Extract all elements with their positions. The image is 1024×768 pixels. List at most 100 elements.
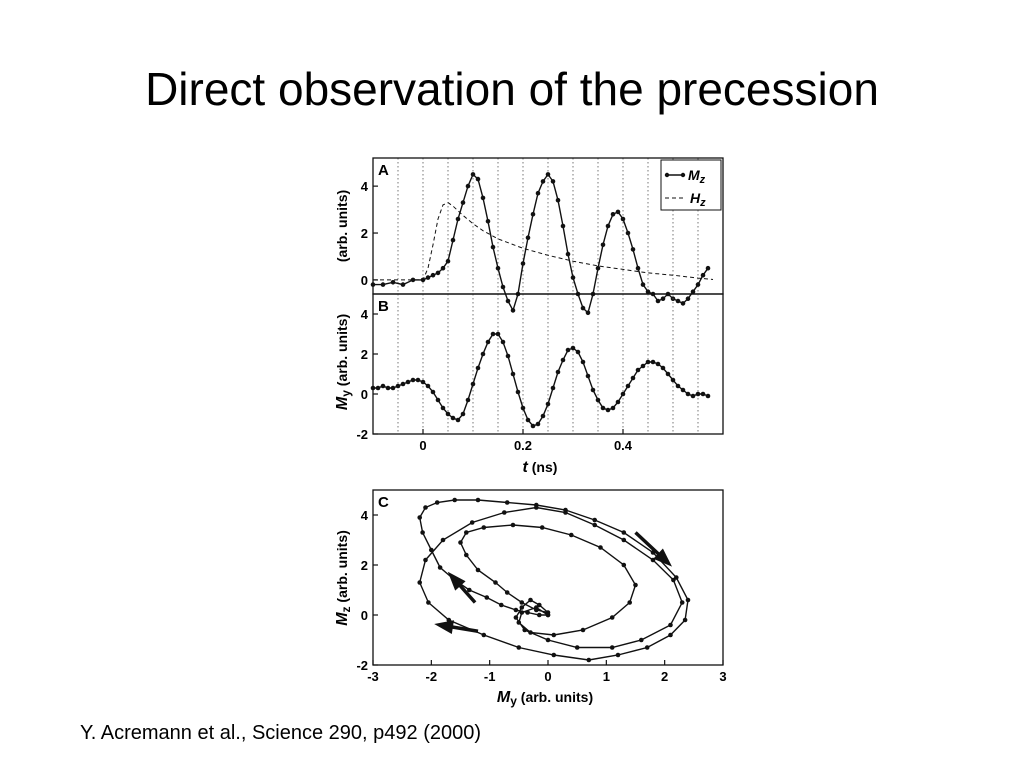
data-point xyxy=(570,345,576,351)
data-point xyxy=(423,557,428,563)
data-point xyxy=(495,331,501,337)
data-point xyxy=(592,522,597,528)
x-tick-label: 3 xyxy=(719,669,726,684)
data-point xyxy=(423,505,428,510)
data-point xyxy=(665,371,671,377)
data-point xyxy=(660,296,666,302)
data-point xyxy=(513,615,519,620)
data-point xyxy=(480,195,486,201)
y-tick-label: 2 xyxy=(361,558,368,573)
data-point xyxy=(680,301,686,306)
direction-arrow-head xyxy=(653,548,672,567)
data-point xyxy=(516,645,522,650)
data-point xyxy=(585,373,591,379)
data-point xyxy=(675,298,681,304)
data-point xyxy=(385,385,391,391)
data-point xyxy=(400,282,406,287)
data-point xyxy=(620,216,626,222)
data-point xyxy=(590,387,596,393)
data-point xyxy=(525,417,531,423)
data-point xyxy=(595,397,601,403)
data-point xyxy=(499,602,504,608)
data-point xyxy=(505,353,511,359)
data-point xyxy=(520,261,526,266)
data-point xyxy=(539,525,545,530)
data-point xyxy=(685,296,691,302)
y-tick-label: -2 xyxy=(356,658,368,673)
data-point xyxy=(685,597,691,603)
data-point xyxy=(430,389,436,395)
data-point xyxy=(551,632,557,638)
data-point xyxy=(465,397,471,403)
data-point xyxy=(534,605,539,610)
data-point xyxy=(685,391,691,397)
data-point xyxy=(600,242,606,248)
data-point xyxy=(615,209,621,215)
data-point xyxy=(621,537,627,543)
data-point xyxy=(380,282,386,287)
data-point xyxy=(490,331,496,337)
data-point xyxy=(435,270,441,276)
data-point xyxy=(429,547,434,553)
data-point xyxy=(530,423,536,429)
data-point xyxy=(609,615,615,620)
data-point xyxy=(417,580,423,585)
data-point xyxy=(537,612,542,618)
data-point xyxy=(519,610,525,615)
data-point xyxy=(530,212,536,217)
data-point xyxy=(540,179,546,184)
data-point xyxy=(464,530,469,535)
direction-arrow-head xyxy=(447,571,466,591)
data-point xyxy=(569,532,574,538)
data-point xyxy=(475,176,481,182)
data-point xyxy=(592,517,597,523)
data-point xyxy=(510,371,516,377)
data-point xyxy=(420,379,426,385)
data-point xyxy=(630,375,636,381)
data-point xyxy=(534,505,539,510)
data-point xyxy=(640,282,646,287)
series-line-hz xyxy=(373,202,714,281)
data-point xyxy=(668,622,673,628)
data-point xyxy=(437,565,443,570)
data-point xyxy=(504,590,510,595)
data-point xyxy=(565,251,571,257)
data-point xyxy=(435,397,441,403)
data-point xyxy=(550,385,556,391)
data-point xyxy=(510,522,516,528)
data-point xyxy=(440,537,446,543)
data-point xyxy=(450,237,456,243)
data-point xyxy=(455,417,461,423)
data-point xyxy=(484,595,490,600)
data-point xyxy=(565,347,571,353)
data-point xyxy=(390,280,396,285)
data-point xyxy=(682,617,688,623)
x-tick-label: 1 xyxy=(603,669,610,684)
data-point xyxy=(585,310,591,316)
data-point xyxy=(528,597,533,603)
data-point xyxy=(515,389,521,395)
data-point xyxy=(415,377,421,383)
data-point xyxy=(540,413,546,419)
x-tick-label: 0 xyxy=(544,669,551,684)
data-point xyxy=(469,520,475,525)
data-point xyxy=(375,385,381,391)
data-point xyxy=(580,627,586,633)
data-point xyxy=(695,391,701,397)
data-point xyxy=(586,657,592,663)
x-axis-label-c: My (arb. units) xyxy=(497,689,593,708)
data-point xyxy=(535,421,541,427)
x-tick-label: 0 xyxy=(419,438,426,453)
data-point xyxy=(485,339,491,345)
y-tick-label: 2 xyxy=(361,226,368,241)
x-tick-label: -1 xyxy=(484,669,496,684)
data-point xyxy=(519,605,525,610)
legend-swatch-dot xyxy=(664,172,670,178)
data-point xyxy=(380,383,386,389)
data-point xyxy=(690,289,696,295)
data-point xyxy=(395,383,401,389)
data-point xyxy=(485,219,491,224)
data-point xyxy=(505,298,511,304)
